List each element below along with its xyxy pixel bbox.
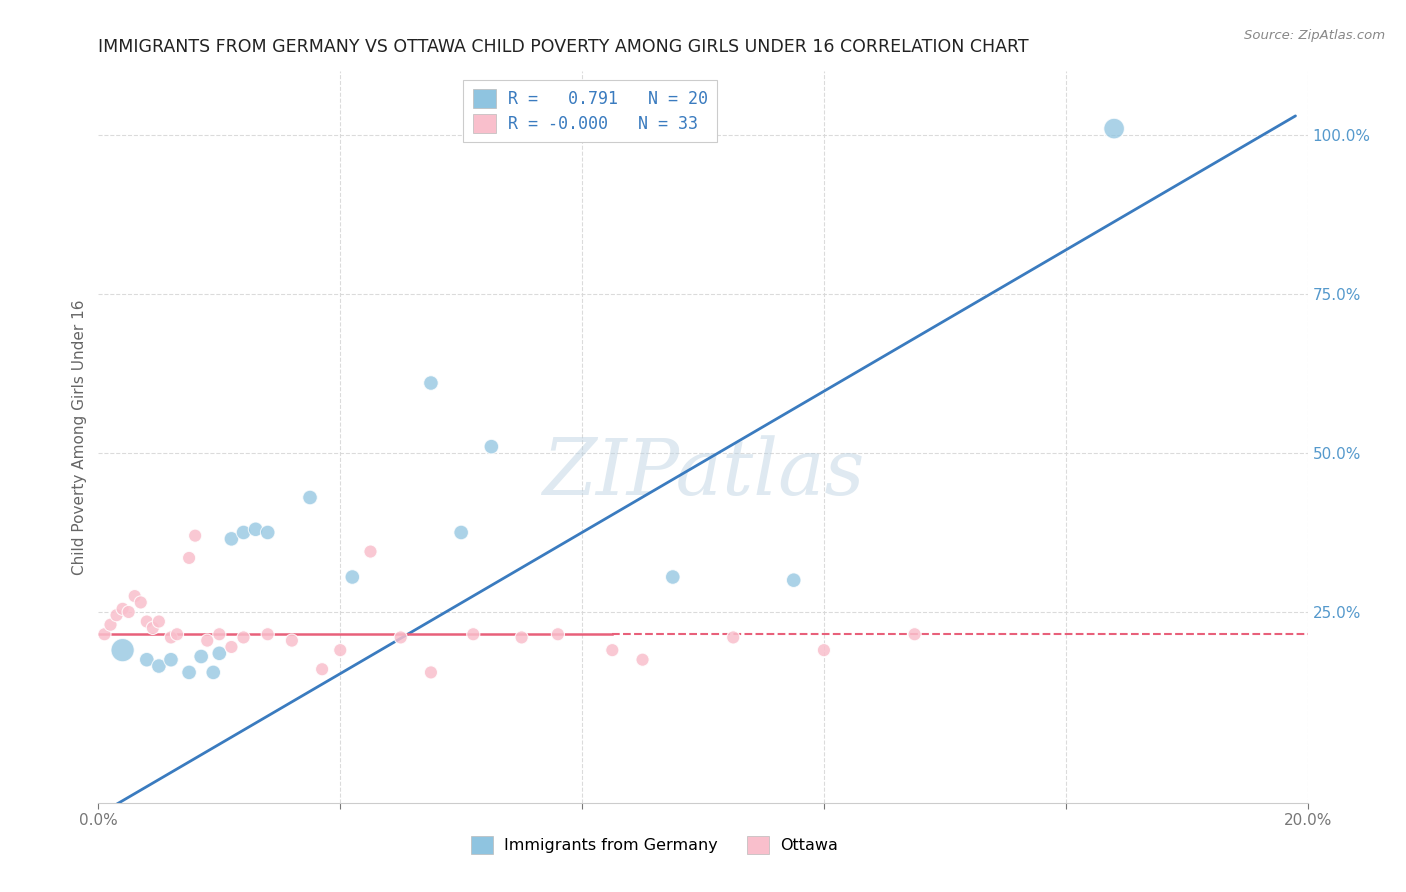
Point [221,640,243,654]
Point [389,631,412,645]
Point [904,627,927,641]
Point [723,631,745,645]
Point [111,643,134,657]
Point [547,627,569,641]
Point [135,653,157,667]
Point [100,617,122,632]
Point [148,659,170,673]
Point [329,643,352,657]
Point [510,631,533,645]
Point [360,544,382,558]
Point [256,525,278,540]
Point [190,649,212,664]
Point [160,653,183,667]
Legend: Immigrants from Germany, Ottawa: Immigrants from Germany, Ottawa [464,830,845,861]
Point [124,589,146,603]
Point [179,665,201,680]
Point [184,529,207,543]
Text: Source: ZipAtlas.com: Source: ZipAtlas.com [1244,29,1385,42]
Point [166,627,188,641]
Point [93,627,115,641]
Point [342,570,364,584]
Point [420,376,443,390]
Point [463,627,485,641]
Point [148,615,170,629]
Point [602,643,624,657]
Point [232,631,254,645]
Point [129,595,152,609]
Point [179,550,201,565]
Point [135,615,157,629]
Point [105,608,128,623]
Point [256,627,278,641]
Point [661,570,683,584]
Point [202,665,225,680]
Point [450,525,472,540]
Point [245,522,267,536]
Point [631,653,654,667]
Point [232,525,254,540]
Point [1102,121,1125,136]
Point [281,633,304,648]
Point [111,602,134,616]
Point [221,532,243,546]
Y-axis label: Child Poverty Among Girls Under 16: Child Poverty Among Girls Under 16 [72,300,87,574]
Point [420,665,443,680]
Point [311,662,333,676]
Point [142,621,165,635]
Point [813,643,835,657]
Point [299,491,322,505]
Point [160,631,183,645]
Text: ZIPatlas: ZIPatlas [541,435,865,512]
Point [195,633,218,648]
Point [208,627,231,641]
Point [481,440,503,454]
Point [208,646,231,660]
Point [783,573,806,587]
Point [118,605,141,619]
Text: IMMIGRANTS FROM GERMANY VS OTTAWA CHILD POVERTY AMONG GIRLS UNDER 16 CORRELATION: IMMIGRANTS FROM GERMANY VS OTTAWA CHILD … [98,38,1029,56]
